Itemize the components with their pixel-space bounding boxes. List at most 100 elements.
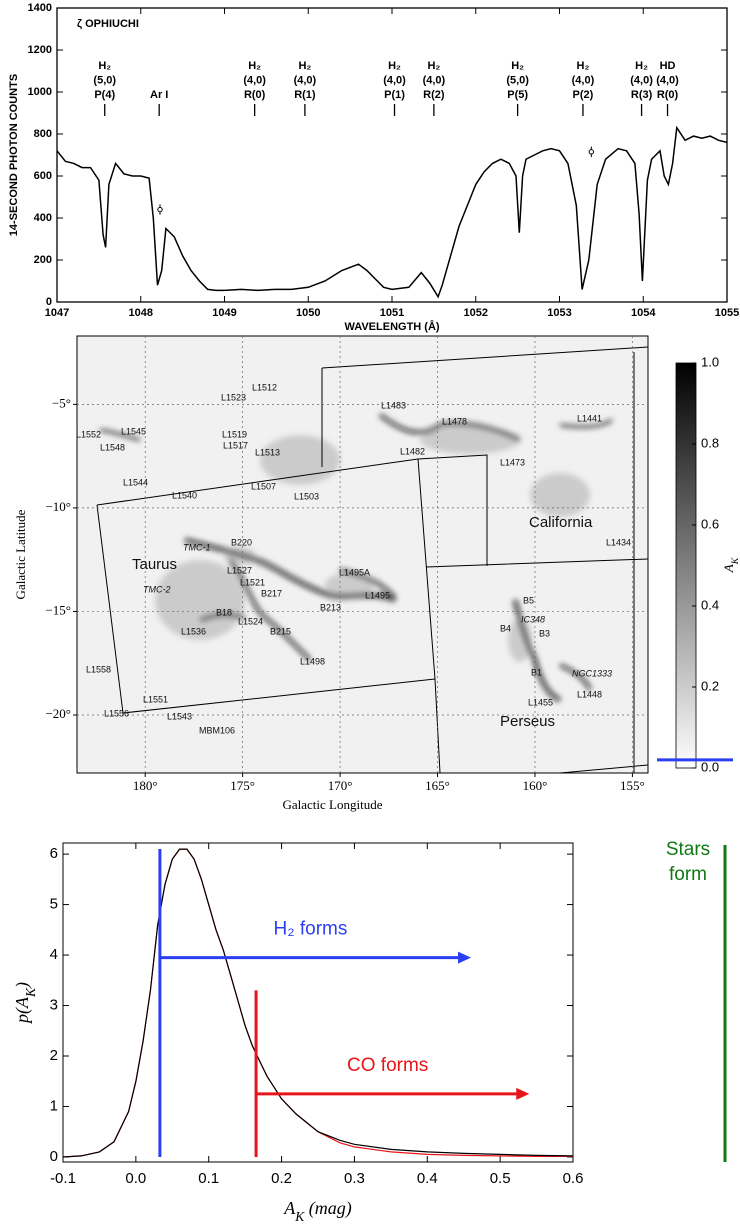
diffuse-cloud [530, 473, 590, 517]
line-label: H₂ [577, 60, 590, 72]
map-frame [76, 335, 649, 774]
x-tick-label: 1053 [547, 307, 571, 319]
y-tick-label: 4 [50, 946, 58, 963]
x-tick-label: 1048 [129, 307, 153, 319]
cloud-label: Taurus [132, 556, 177, 573]
line-label: (4,0) [383, 74, 406, 86]
line-label: H₂ [98, 60, 111, 72]
cloud-label: B1 [531, 667, 542, 677]
cloud-label: L1521 [240, 577, 265, 587]
arrow-head [458, 951, 471, 964]
cloud-label: TMC-1 [183, 542, 211, 552]
line-label: (4,0) [630, 74, 653, 86]
line-label: HD [660, 60, 676, 72]
colorbar-tick-label: 0.8 [701, 435, 719, 450]
plot-frame [56, 7, 728, 303]
cloud-label: Perseus [500, 713, 555, 730]
y-tick-label: 3 [50, 996, 58, 1013]
x-tick-label: 0.2 [271, 1170, 292, 1187]
cloud-label: L1558 [86, 664, 111, 674]
cloud-label: L1495A [339, 567, 370, 577]
x-axis-label-sub: K [294, 1209, 305, 1224]
x-tick-label: 1052 [464, 307, 488, 319]
y-tick-label: 200 [34, 254, 52, 266]
y-tick-label: 400 [34, 212, 52, 224]
line-label: P(5) [507, 89, 528, 101]
y-axis-label: Galactic Latitude [13, 509, 28, 599]
colorbar-tick-label: 0.0 [701, 759, 719, 774]
map-outlines [96, 346, 649, 774]
cloud-label: L1434 [606, 537, 631, 547]
cloud-label: L1536 [181, 626, 206, 636]
line-label: P(2) [573, 89, 594, 101]
line-label: H₂ [388, 60, 401, 72]
line-label: (5,0) [506, 74, 529, 86]
dark-filament [559, 418, 613, 429]
cloud-label: L1455 [528, 697, 553, 707]
line-label: P(4) [94, 89, 115, 101]
diffuse-cloud [420, 426, 520, 454]
line-label: Ar I [150, 89, 168, 101]
line-label: H₂ [511, 60, 524, 72]
line-label: H₂ [298, 60, 311, 72]
diffuse-cloud [325, 573, 375, 597]
y-tick-label: −15° [45, 602, 71, 617]
x-axis-label-main: A [283, 1198, 296, 1218]
cloud-label: B18 [216, 607, 232, 617]
colorbar-tick-label: 1.0 [701, 354, 719, 369]
cloud-label: L1448 [577, 689, 602, 699]
cloud-label: L1519 [222, 429, 247, 439]
cloud-label: L1482 [400, 446, 425, 456]
cloud-label: L1544 [123, 477, 148, 487]
y-tick-label: 1000 [28, 86, 52, 98]
x-tick-label: 0.3 [344, 1170, 365, 1187]
x-tick-label: 0.5 [490, 1170, 511, 1187]
x-tick-label: 165° [425, 778, 450, 793]
line-label: H₂ [248, 60, 261, 72]
chart-title: ζ OPHIUCHI [77, 18, 139, 30]
line-label: R(2) [423, 89, 445, 101]
cloud-label: L1543 [167, 711, 192, 721]
y-tick-label: −10° [45, 499, 71, 514]
map-background [77, 336, 648, 773]
cloud-label: IC348 [521, 614, 545, 624]
x-tick-label: 1049 [212, 307, 236, 319]
cloud-label: L1517 [223, 440, 248, 450]
y-tick-label: 600 [34, 170, 52, 182]
x-axis-label: Galactic Longitude [283, 797, 383, 812]
line-label: (4,0) [423, 74, 446, 86]
cloud-label: B213 [320, 602, 341, 612]
x-tick-label: 180° [133, 778, 158, 793]
colorbar-label: AK [721, 557, 740, 573]
cloud-label: L1551 [143, 694, 168, 704]
extinction-map [99, 413, 613, 703]
x-tick-label: -0.1 [50, 1170, 76, 1187]
cloud-label: L1498 [300, 656, 325, 666]
colorbar-tick-label: 0.6 [701, 516, 719, 531]
cloud-label: B217 [261, 588, 282, 598]
dark-filament [228, 558, 312, 662]
line-label: H₂ [427, 60, 440, 72]
arrow-head [516, 1087, 530, 1100]
cloud-label: B5 [523, 595, 534, 605]
colorbar-label-sub: K [730, 557, 740, 565]
dark-filament [512, 599, 562, 703]
plot-frame [62, 842, 574, 1163]
y-tick-label: 1200 [28, 44, 52, 56]
threshold-label: H₂ forms [274, 919, 348, 940]
x-tick-label: 0.4 [417, 1170, 438, 1187]
y-tick-label: −5° [52, 395, 71, 410]
cloud-label: L1523 [221, 392, 246, 402]
cloud-label: B3 [539, 628, 550, 638]
dark-filament [99, 428, 141, 442]
side-note: Stars [666, 839, 710, 860]
line-label: (5,0) [93, 74, 116, 86]
cloud-label: MBM106 [199, 725, 235, 735]
x-tick-label: 155° [620, 778, 645, 793]
colorbar-label-main: A [721, 564, 736, 573]
cloud-label: L1483 [381, 400, 406, 410]
x-tick-label: 1054 [631, 307, 656, 319]
cloud-label: L1473 [500, 457, 525, 467]
colorbar-tick-label: 0.4 [701, 597, 719, 612]
